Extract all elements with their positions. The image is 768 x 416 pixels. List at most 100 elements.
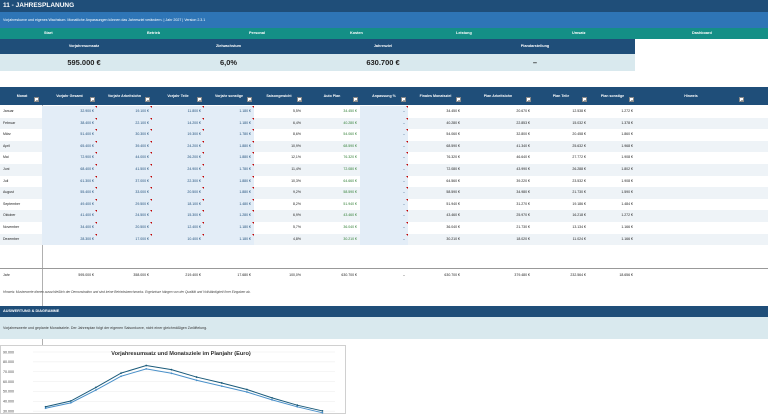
- filter-dropdown-icon[interactable]: [739, 97, 744, 102]
- filter-dropdown-icon[interactable]: [629, 97, 634, 102]
- table-cell[interactable]: 17.000 €: [97, 233, 152, 246]
- table-cell[interactable]: –: [360, 164, 408, 176]
- series-point: [69, 400, 72, 402]
- filter-dropdown-icon[interactable]: [145, 97, 150, 102]
- table-cell[interactable]: 12.400 €: [152, 222, 204, 234]
- table-cell[interactable]: 34.400 €: [42, 222, 97, 234]
- comment-indicator-icon: [252, 140, 254, 143]
- table-cell[interactable]: 20.500 €: [152, 187, 204, 199]
- table-row: Februar 38.400 €22.100 €14.200 €1.180 € 6,…: [0, 117, 768, 130]
- filter-dropdown-icon[interactable]: [456, 97, 461, 102]
- table-cell[interactable]: 65.400 €: [42, 140, 97, 153]
- filter-dropdown-icon[interactable]: [34, 97, 39, 102]
- table-cell[interactable]: 1.180 €: [204, 222, 254, 234]
- table-cell[interactable]: –: [360, 152, 408, 164]
- table-cell[interactable]: –: [360, 233, 408, 246]
- table-cell[interactable]: 38.400 €: [42, 117, 97, 130]
- table-cell[interactable]: 11.800 €: [152, 106, 204, 118]
- table-cell[interactable]: 39.400 €: [97, 140, 152, 153]
- nav-link-dashboard[interactable]: Dashboard: [692, 31, 712, 35]
- table-cell[interactable]: 1.880 €: [204, 187, 254, 199]
- table-cell[interactable]: 22.100 €: [97, 117, 152, 130]
- table-cell[interactable]: 51.400 €: [42, 129, 97, 141]
- table-cell[interactable]: –: [360, 187, 408, 199]
- nav-link-start[interactable]: Start: [44, 31, 53, 35]
- table-cell[interactable]: 18.100 €: [152, 198, 204, 211]
- table-cell[interactable]: 22.300 €: [152, 175, 204, 188]
- table-cell[interactable]: 28.300 €: [42, 233, 97, 246]
- nav-link-personal[interactable]: Personal: [249, 31, 266, 35]
- table-cell[interactable]: –: [360, 129, 408, 141]
- table-cell: 8,6%: [293, 132, 301, 137]
- filter-dropdown-icon[interactable]: [90, 97, 95, 102]
- table-cell[interactable]: –: [360, 210, 408, 222]
- comment-indicator-icon: [95, 198, 97, 201]
- table-cell[interactable]: 26.200 €: [152, 152, 204, 164]
- nav-link-kosten[interactable]: Kosten: [350, 31, 363, 35]
- table-cell[interactable]: –: [360, 140, 408, 153]
- kpi-value-zielwachstum: 6,0%: [126, 54, 331, 71]
- column-header-label: Monat: [16, 94, 28, 98]
- table-cell[interactable]: 10.400 €: [152, 233, 204, 246]
- comment-indicator-icon: [95, 152, 97, 155]
- table-cell[interactable]: 19.300 €: [152, 129, 204, 141]
- page-title: 11 - JAHRESPLANUNG: [0, 0, 768, 12]
- table-cell[interactable]: 32.900 €: [42, 106, 97, 118]
- filter-dropdown-icon[interactable]: [247, 97, 252, 102]
- filter-dropdown-icon[interactable]: [297, 97, 302, 102]
- table-cell[interactable]: 37.000 €: [97, 175, 152, 188]
- table-cell[interactable]: 19.100 €: [97, 106, 152, 118]
- table-cell[interactable]: 15.300 €: [152, 210, 204, 222]
- line-chart[interactable]: Vorjahresumsatz und Monatsziele im Planj…: [0, 345, 346, 414]
- table-cell[interactable]: 29.500 €: [97, 198, 152, 211]
- table-cell[interactable]: 55.400 €: [42, 187, 97, 199]
- table-cell[interactable]: 33.000 €: [97, 187, 152, 199]
- comment-indicator-icon: [252, 129, 254, 132]
- table-cell[interactable]: 41.400 €: [42, 210, 97, 222]
- table-cell[interactable]: 1.880 €: [204, 140, 254, 153]
- table-row: Januar 32.900 €19.100 €11.800 €1.180 € 5,5…: [0, 106, 768, 118]
- table-cell[interactable]: 1.180 €: [204, 117, 254, 130]
- table-cell[interactable]: 1.880 €: [204, 175, 254, 188]
- filter-dropdown-icon[interactable]: [582, 97, 587, 102]
- filter-dropdown-icon[interactable]: [197, 97, 202, 102]
- table-cell[interactable]: 61.300 €: [42, 175, 97, 188]
- table-cell: 11,4%: [291, 167, 301, 171]
- table-cell[interactable]: –: [360, 117, 408, 130]
- table-cell[interactable]: 24.500 €: [97, 210, 152, 222]
- table-cell[interactable]: 1.280 €: [204, 210, 254, 222]
- comment-indicator-icon: [150, 175, 152, 178]
- nav-link-leistung[interactable]: Leistung: [456, 31, 472, 35]
- table-cell[interactable]: 24.200 €: [152, 140, 204, 153]
- table-cell: 8,2%: [293, 201, 301, 206]
- kpi-value-vorjahresumsatz: 595.000 €: [42, 54, 126, 71]
- column-header-label: Plan Arbeitslohn: [483, 94, 513, 98]
- table-cell: Dezember: [3, 236, 20, 241]
- table-cell[interactable]: 1.180 €: [204, 106, 254, 118]
- table-cell[interactable]: 20.500 €: [97, 222, 152, 234]
- nav-link-betrieb[interactable]: Betrieb: [147, 31, 161, 35]
- table-cell[interactable]: 30.300 €: [97, 129, 152, 141]
- table-cell[interactable]: 1.780 €: [204, 164, 254, 176]
- table-cell[interactable]: –: [360, 198, 408, 211]
- table-cell[interactable]: 1.480 €: [204, 198, 254, 211]
- column-header-label: Plan Teile: [552, 94, 570, 98]
- filter-dropdown-icon[interactable]: [526, 97, 531, 102]
- table-cell[interactable]: 72.900 €: [42, 152, 97, 164]
- filter-dropdown-icon[interactable]: [353, 97, 358, 102]
- table-cell[interactable]: 1.180 €: [204, 233, 254, 246]
- table-cell[interactable]: 14.200 €: [152, 117, 204, 130]
- table-cell[interactable]: 49.400 €: [42, 198, 97, 211]
- table-cell[interactable]: –: [360, 222, 408, 234]
- table-cell[interactable]: 44.000 €: [97, 152, 152, 164]
- table-cell[interactable]: –: [360, 175, 408, 188]
- table-cell[interactable]: 24.900 €: [152, 164, 204, 176]
- table-cell[interactable]: 68.400 €: [42, 164, 97, 176]
- table-cell[interactable]: –: [360, 106, 408, 118]
- nav-link-umsatz[interactable]: Umsatz: [572, 31, 586, 35]
- table-cell[interactable]: 41.500 €: [97, 164, 152, 176]
- table-cell[interactable]: 1.780 €: [204, 129, 254, 141]
- filter-dropdown-icon[interactable]: [401, 97, 406, 102]
- kpi-label-vorjahresumsatz: Vorjahresumsatz: [42, 39, 126, 54]
- table-cell[interactable]: 1.880 €: [204, 152, 254, 164]
